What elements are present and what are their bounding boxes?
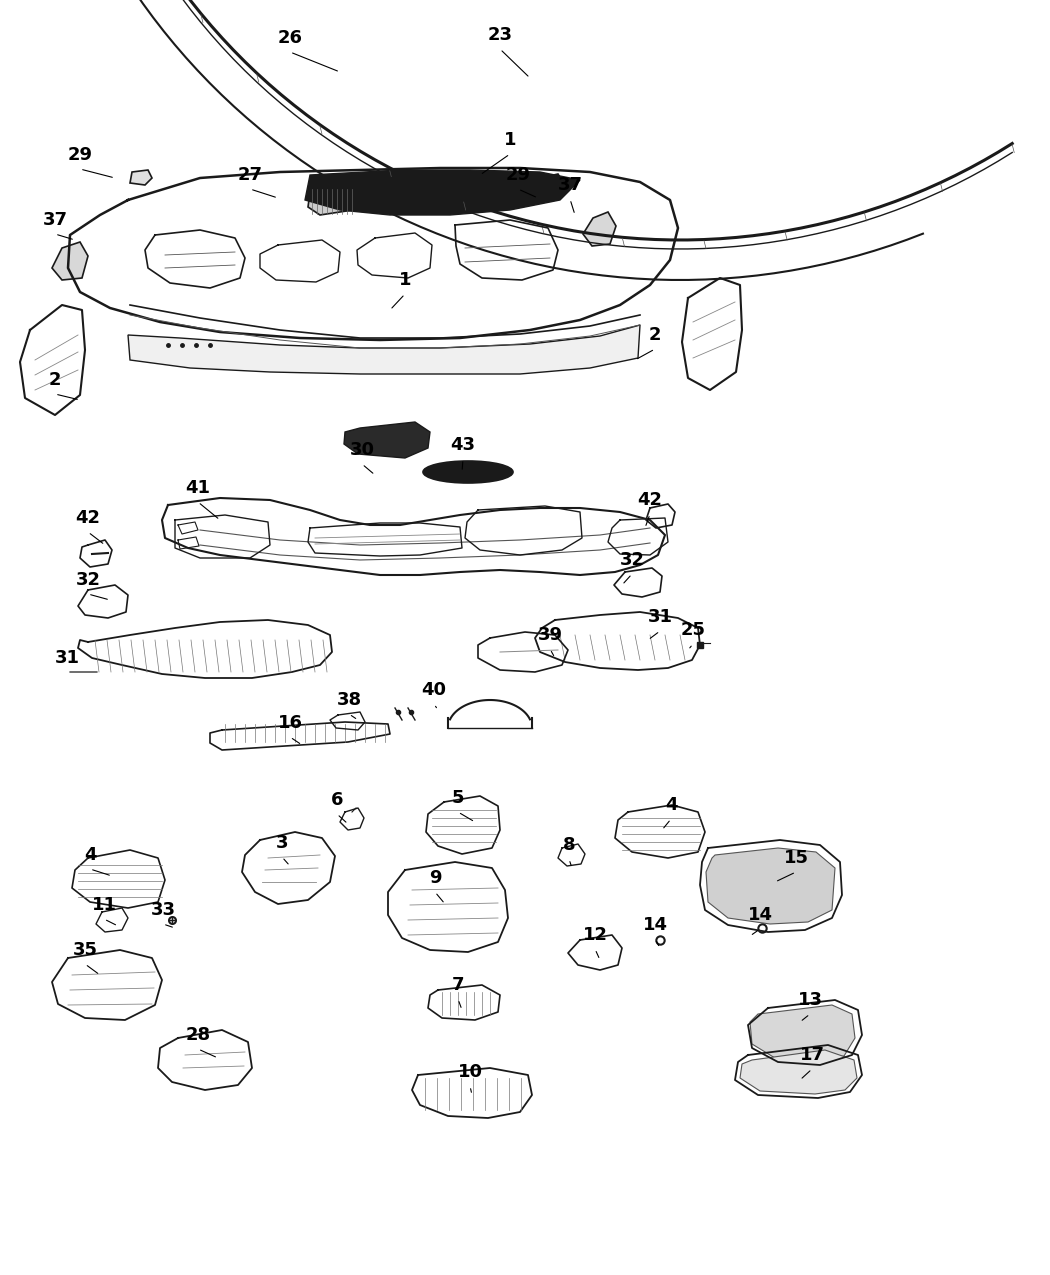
Text: 8: 8	[563, 836, 575, 854]
Text: 15: 15	[783, 849, 808, 867]
Text: 43: 43	[450, 436, 476, 454]
Text: 31: 31	[648, 608, 672, 626]
Text: 2: 2	[649, 326, 662, 344]
Polygon shape	[344, 422, 430, 458]
Text: 29: 29	[505, 166, 530, 184]
Text: 1: 1	[399, 272, 412, 289]
Text: 35: 35	[72, 941, 98, 959]
Polygon shape	[308, 187, 355, 215]
Text: 31: 31	[55, 649, 80, 667]
Text: 14: 14	[748, 907, 773, 924]
Text: 7: 7	[452, 975, 464, 994]
Text: 41: 41	[186, 479, 210, 497]
Polygon shape	[130, 170, 152, 185]
Text: 32: 32	[76, 571, 101, 589]
Text: 42: 42	[637, 491, 663, 509]
Text: 17: 17	[799, 1046, 824, 1065]
Text: 30: 30	[350, 441, 375, 459]
Text: 5: 5	[452, 789, 464, 807]
Text: 9: 9	[428, 870, 441, 887]
Text: 38: 38	[336, 691, 361, 709]
Polygon shape	[538, 173, 563, 190]
Text: 4: 4	[665, 796, 677, 813]
Text: 14: 14	[643, 915, 668, 935]
Text: 13: 13	[798, 991, 822, 1009]
Text: 6: 6	[331, 790, 343, 810]
Text: 4: 4	[84, 847, 97, 864]
Ellipse shape	[423, 462, 513, 483]
Text: 3: 3	[276, 834, 289, 852]
Text: 25: 25	[680, 621, 706, 639]
Polygon shape	[304, 170, 580, 215]
Text: 23: 23	[487, 26, 512, 45]
Text: 2: 2	[48, 371, 61, 389]
Text: 26: 26	[277, 29, 302, 47]
Text: 1: 1	[504, 131, 517, 149]
Text: 11: 11	[91, 896, 117, 914]
Text: 28: 28	[186, 1026, 211, 1044]
Polygon shape	[52, 242, 88, 280]
Text: 40: 40	[421, 681, 446, 699]
Text: 32: 32	[620, 551, 645, 569]
Text: 27: 27	[237, 166, 262, 184]
Text: 33: 33	[150, 901, 175, 919]
Text: 12: 12	[583, 926, 608, 944]
Polygon shape	[128, 325, 640, 374]
Polygon shape	[750, 1005, 855, 1062]
Polygon shape	[706, 848, 835, 924]
Text: 42: 42	[76, 509, 101, 527]
Text: 37: 37	[558, 176, 583, 194]
Text: 29: 29	[67, 147, 92, 164]
Text: 39: 39	[538, 626, 563, 644]
Text: 10: 10	[458, 1063, 483, 1081]
Text: 16: 16	[277, 714, 302, 732]
Polygon shape	[740, 1051, 857, 1094]
Polygon shape	[583, 212, 616, 246]
Text: 37: 37	[42, 210, 67, 229]
